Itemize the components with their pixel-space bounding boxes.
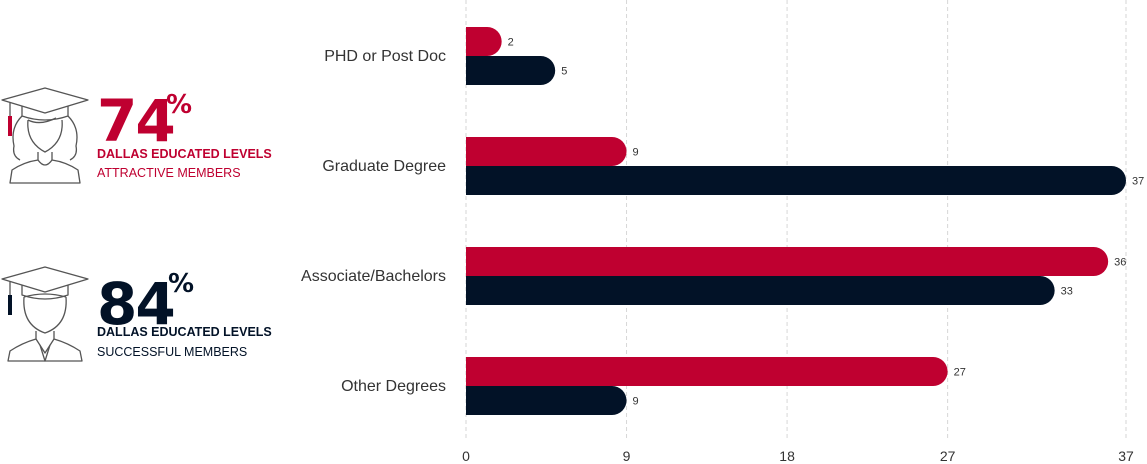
x-tick-label: 0: [462, 448, 470, 464]
bar: [466, 386, 627, 415]
bar: [466, 56, 556, 85]
category-label: PHD or Post Doc: [324, 48, 446, 65]
bar: [466, 27, 502, 56]
stat-attractive-members: 74 % DALLAS EDUCATED LEVELS ATTRACTIVE M…: [0, 86, 300, 196]
data-label: 33: [1061, 286, 1073, 298]
data-label: 2: [508, 37, 514, 49]
category-label: Graduate Degree: [322, 158, 446, 175]
stat-successful-members: 84 % DALLAS EDUCATED LEVELS SUCCESSFUL M…: [0, 265, 300, 375]
data-label: 9: [633, 396, 639, 408]
stat-line-2: SUCCESSFUL MEMBERS: [97, 345, 248, 359]
bar: [466, 166, 1126, 195]
x-tick-label: 37: [1118, 448, 1134, 464]
stat-percent: 84: [97, 270, 176, 338]
data-label: 27: [954, 367, 966, 379]
stat-percent-sign: %: [168, 269, 195, 299]
category-label: Associate/Bachelors: [301, 268, 446, 285]
data-label: 37: [1132, 176, 1144, 188]
stat-line-1: DALLAS EDUCATED LEVELS: [97, 325, 272, 339]
bar: [466, 276, 1055, 305]
stat-percent-sign: %: [166, 90, 193, 120]
female-graduate-icon: [1, 87, 89, 184]
category-label: Other Degrees: [341, 378, 446, 395]
data-label: 5: [561, 66, 567, 78]
x-tick-label: 9: [623, 448, 631, 464]
data-label: 36: [1114, 257, 1126, 269]
bar: [466, 357, 948, 386]
stat-percent: 74: [97, 87, 176, 155]
stat-line-1: DALLAS EDUCATED LEVELS: [97, 147, 272, 161]
x-tick-label: 18: [779, 448, 795, 464]
bar: [466, 247, 1109, 276]
x-tick-label: 27: [940, 448, 956, 464]
bar: [466, 137, 627, 166]
stat-line-2: ATTRACTIVE MEMBERS: [97, 166, 241, 180]
male-graduate-icon: [1, 266, 89, 362]
data-label: 9: [633, 147, 639, 159]
